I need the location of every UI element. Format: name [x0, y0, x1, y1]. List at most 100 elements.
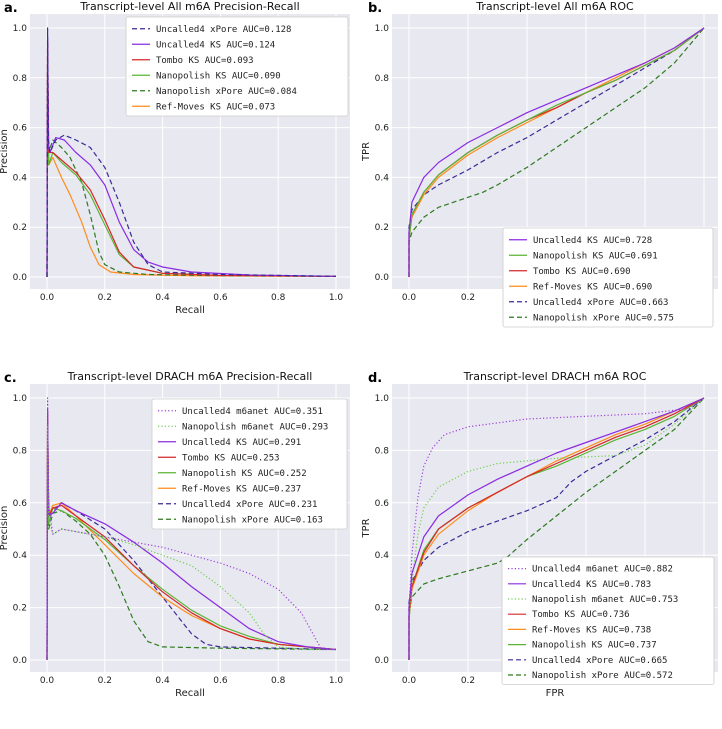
series-line-uncalled4-xpore — [408, 27, 705, 277]
legend-entry: Nanopolish KS AUC=0.252 — [182, 469, 307, 479]
series-line-uncalled4-ks — [46, 407, 337, 661]
legend-entry: Nanopolish KS AUC=0.090 — [156, 71, 281, 81]
x-tick-label: 0.4 — [155, 293, 170, 303]
chart-title: Transcript-level DRACH m6A ROC — [463, 370, 647, 383]
y-tick-label: 0.4 — [13, 173, 28, 183]
x-tick-label: 0.8 — [271, 293, 286, 303]
y-tick-label: 0.0 — [375, 656, 390, 666]
y-tick-label: 0.0 — [13, 273, 28, 283]
chart-title: Transcript-level All m6A Precision-Recal… — [79, 0, 299, 13]
x-tick-label: 0.0 — [402, 293, 417, 303]
x-tick-label: 0.4 — [155, 676, 170, 686]
chart-panel-d: 0.00.20.40.60.81.00.00.20.40.60.81.0Tran… — [361, 370, 718, 699]
panel-label: b. — [368, 1, 382, 16]
y-axis-label: Precision — [0, 129, 10, 174]
y-tick-label: 0.8 — [13, 74, 28, 84]
legend-entry: Ref-Moves KS AUC=0.690 — [533, 282, 652, 292]
series-line-uncalled4-xpore — [46, 27, 337, 278]
x-axis-label: FPR — [546, 688, 565, 699]
y-tick-label: 0.2 — [13, 223, 27, 233]
series-line-nanopolish-xpore — [46, 64, 337, 278]
series-line-nanopolish-m6anet — [408, 397, 705, 660]
series-line-uncalled4-m6anet — [46, 397, 336, 661]
legend-entry: Nanopolish xPore AUC=0.572 — [532, 671, 673, 681]
series-line-nanopolish-xpore — [46, 449, 337, 661]
legend-frame — [501, 556, 715, 685]
x-tick-label: 1.0 — [329, 676, 344, 686]
legend-entry: Nanopolish xPore AUC=0.163 — [182, 515, 323, 525]
legend-entry: Uncalled4 xPore AUC=0.665 — [532, 656, 667, 666]
legend: Uncalled4 KS AUC=0.728 Nanopolish KS AUC=… — [502, 227, 714, 328]
y-tick-label: 0.6 — [13, 499, 28, 509]
legend-entry: Uncalled4 xPore AUC=0.128 — [156, 25, 291, 35]
series-group — [408, 397, 705, 660]
chart-title: Transcript-level DRACH m6A Precision-Rec… — [67, 370, 313, 383]
legend-frame — [125, 16, 349, 117]
series-group — [408, 27, 705, 277]
series-line-uncalled4-ks — [408, 27, 705, 277]
legend-entry: Ref-Moves KS AUC=0.073 — [156, 102, 275, 112]
legend-frame — [502, 227, 714, 328]
series-line-uncalled4-ks — [408, 397, 705, 660]
legend-entry: Uncalled4 xPore AUC=0.231 — [182, 500, 317, 510]
y-tick-label: 1.0 — [375, 24, 390, 34]
x-tick-label: 0.2 — [461, 676, 475, 686]
series-line-nanopolish-ks — [408, 27, 705, 277]
series-line-tombo-ks — [408, 397, 705, 660]
y-tick-label: 0.4 — [375, 173, 390, 183]
legend-entry: Tombo KS AUC=0.736 — [532, 610, 630, 620]
x-tick-label: 0.0 — [40, 676, 55, 686]
legend-entry: Uncalled4 xPore AUC=0.663 — [533, 298, 668, 308]
x-axis-label: Recall — [175, 688, 205, 699]
chart-title: Transcript-level All m6A ROC — [475, 0, 634, 13]
series-line-uncalled4-xpore — [408, 397, 705, 660]
legend-entry: Ref-Moves KS AUC=0.237 — [182, 484, 301, 494]
legend-entry: Tombo KS AUC=0.253 — [182, 453, 280, 463]
series-line-tombo-ks — [46, 39, 337, 278]
y-tick-label: 0.2 — [375, 223, 389, 233]
y-tick-label: 0.8 — [375, 74, 390, 84]
y-axis-label: TPR — [361, 518, 372, 538]
y-tick-label: 0.4 — [13, 551, 28, 561]
y-axis-label: Precision — [0, 506, 10, 551]
legend-frame — [151, 398, 348, 530]
x-tick-label: 0.6 — [213, 293, 228, 303]
y-tick-label: 0.2 — [13, 604, 27, 614]
y-axis-label: TPR — [361, 142, 372, 162]
series-line-nanopolish-xpore — [408, 27, 705, 277]
chart-panel-b: 0.00.20.40.60.81.00.00.20.40.60.81.0Tran… — [361, 0, 718, 328]
legend: Uncalled4 xPore AUC=0.128 Uncalled4 KS AU… — [125, 16, 349, 117]
y-tick-label: 0.6 — [13, 124, 28, 134]
chart-panel-a: 0.0 0.2 0.4 0.6 0.8 1.0 0.0 0.2 0.4 0.6 0.8 1.0 Tran… — [0, 0, 350, 316]
legend-entry: Uncalled4 KS AUC=0.728 — [533, 236, 652, 246]
legend-entry: Nanopolish xPore AUC=0.084 — [156, 87, 297, 97]
legend-entry: Uncalled4 m6anet AUC=0.882 — [532, 565, 673, 575]
y-tick-label: 0.4 — [375, 551, 390, 561]
legend-entry: Ref-Moves KS AUC=0.738 — [532, 625, 651, 635]
legend-entry: Uncalled4 m6anet AUC=0.351 — [182, 407, 323, 417]
x-tick-label: 0.6 — [213, 676, 228, 686]
x-tick-label: 0.8 — [271, 676, 286, 686]
series-group — [46, 397, 337, 661]
y-tick-label: 0.8 — [13, 446, 28, 456]
legend-entry: Uncalled4 KS AUC=0.124 — [156, 40, 275, 50]
y-tick-label: 0.6 — [375, 499, 390, 509]
x-axis-label: Recall — [175, 305, 205, 316]
legend-entry: Tombo KS AUC=0.690 — [533, 267, 631, 277]
legend-entry: Uncalled4 KS AUC=0.291 — [182, 438, 301, 448]
legend: Uncalled4 m6anet AUC=0.351 Nanopolish m6a… — [151, 398, 348, 530]
y-tick-label: 0.2 — [375, 604, 389, 614]
legend-entry: Nanopolish KS AUC=0.737 — [532, 641, 657, 651]
legend-entry: Nanopolish KS AUC=0.691 — [533, 251, 658, 261]
legend-entry: Nanopolish xPore AUC=0.575 — [533, 313, 674, 323]
y-tick-label: 0.6 — [375, 124, 390, 134]
series-line-nanopolish-xpore — [408, 397, 705, 660]
x-tick-label: 1.0 — [329, 293, 344, 303]
legend-entry: Tombo KS AUC=0.093 — [156, 56, 254, 66]
x-tick-label: 0.0 — [40, 293, 55, 303]
legend-entry: Uncalled4 KS AUC=0.783 — [532, 580, 651, 590]
legend-entry: Nanopolish m6anet AUC=0.293 — [182, 422, 328, 432]
legend: Uncalled4 m6anet AUC=0.882 Uncalled4 KS A… — [501, 556, 715, 685]
series-group — [46, 27, 337, 278]
